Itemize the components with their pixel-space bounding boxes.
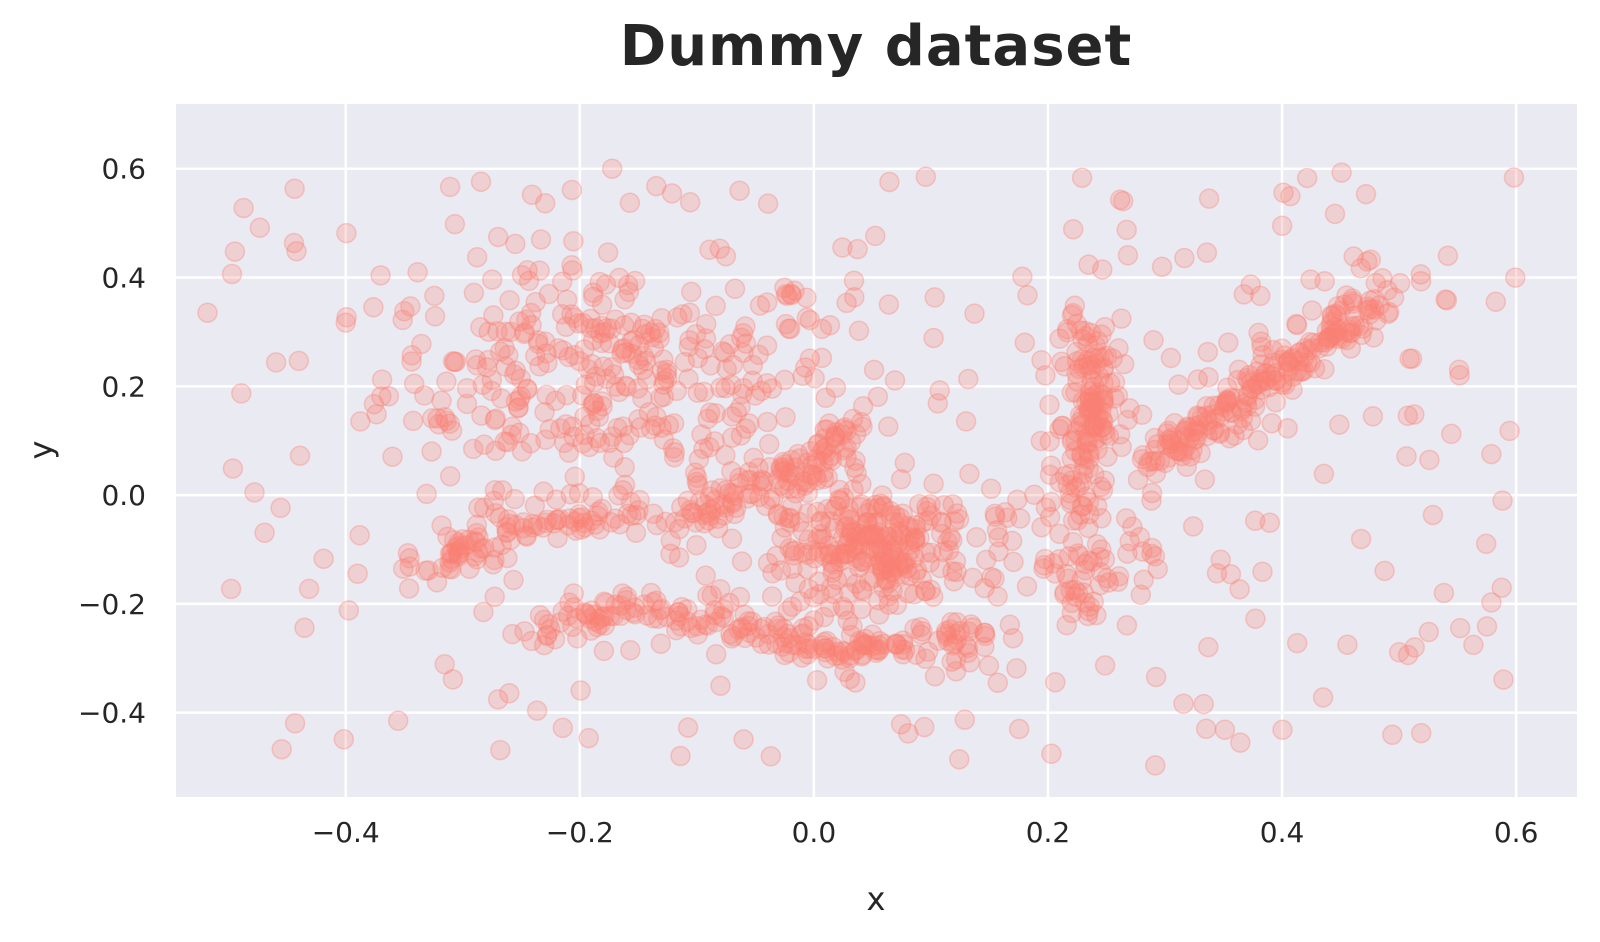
plot-area	[176, 104, 1577, 797]
x-tick-label: −0.4	[312, 816, 380, 849]
x-tick-label: 0.6	[1494, 816, 1539, 849]
gridlines	[176, 104, 1577, 797]
chart-title: Dummy dataset	[619, 14, 1133, 79]
y-tick-label: −0.4	[78, 697, 146, 730]
x-tick-label: 0.2	[1026, 816, 1071, 849]
y-tick-label: 0.6	[101, 153, 146, 186]
y-tick-label: 0.2	[101, 370, 146, 403]
x-tick-label: 0.4	[1260, 816, 1305, 849]
x-axis-label: x	[867, 880, 886, 918]
y-axis-label: y	[22, 441, 60, 460]
x-axis-ticks: −0.4 −0.2 0.0 0.2 0.4 0.6	[312, 816, 1539, 849]
x-tick-label: 0.0	[792, 816, 837, 849]
x-tick-label: −0.2	[546, 816, 614, 849]
data-points	[197, 158, 1526, 776]
y-tick-label: 0.0	[101, 479, 146, 512]
y-tick-label: 0.4	[101, 262, 146, 295]
y-tick-label: −0.2	[78, 588, 146, 621]
y-axis-ticks: −0.4 −0.2 0.0 0.2 0.4 0.6	[78, 153, 146, 730]
